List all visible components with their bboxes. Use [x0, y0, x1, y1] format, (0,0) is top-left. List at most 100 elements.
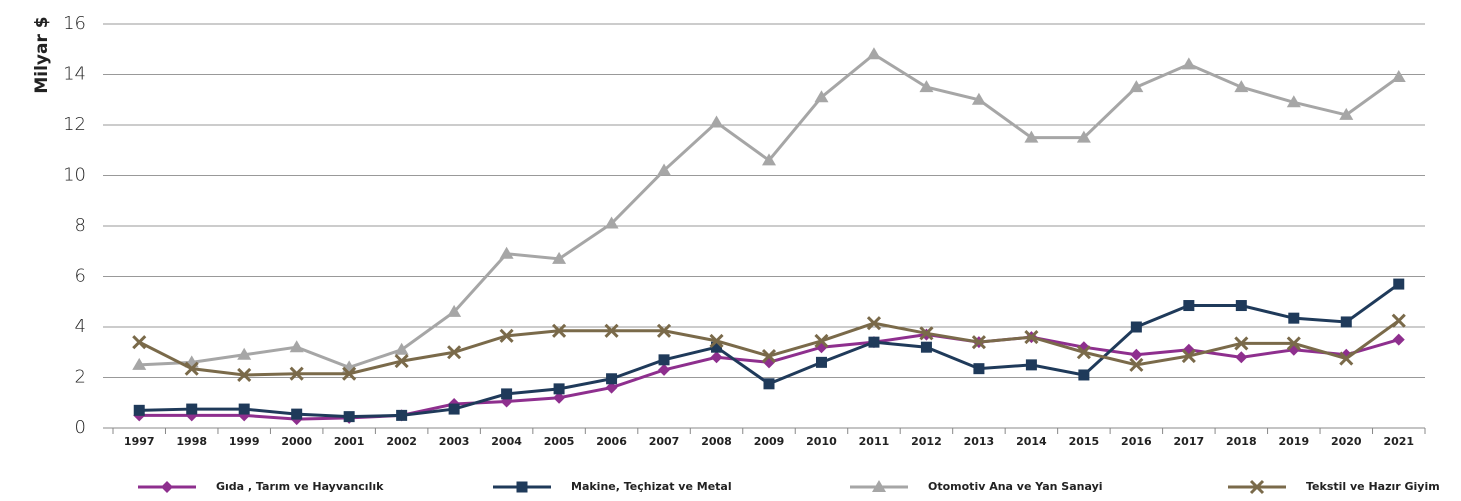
point — [396, 409, 408, 421]
point — [605, 381, 618, 394]
point — [237, 347, 252, 360]
point — [919, 326, 934, 341]
point — [1234, 336, 1249, 351]
point — [1130, 348, 1143, 361]
point — [1025, 359, 1037, 371]
x-tick-label: 2006 — [596, 435, 627, 448]
point — [501, 388, 513, 400]
x-tick-label: 1999 — [229, 435, 260, 448]
point — [1076, 130, 1091, 143]
point — [971, 92, 986, 105]
point — [1286, 336, 1301, 351]
series-line — [139, 52, 1400, 369]
point — [1393, 278, 1405, 290]
point — [1235, 351, 1248, 364]
point — [394, 342, 409, 355]
point — [343, 411, 355, 423]
legend-marker — [161, 481, 173, 493]
x-tick-label: 2012 — [911, 435, 942, 448]
point — [658, 363, 671, 376]
x-tick-label: 2013 — [964, 435, 995, 448]
x-tick-label: 2017 — [1174, 435, 1205, 448]
point — [814, 333, 829, 348]
y-tick-label: 0 — [75, 417, 86, 438]
y-tick-label: 16 — [63, 13, 86, 34]
point — [866, 47, 881, 60]
point — [133, 404, 145, 416]
point — [656, 323, 672, 338]
y-tick-label: 12 — [63, 114, 86, 135]
x-tick-label: 2007 — [649, 435, 680, 448]
y-tick-label: 10 — [63, 165, 86, 186]
series-line — [139, 333, 1400, 421]
point — [132, 335, 147, 350]
legend-label: Otomotiv Ana ve Yan Sanayi — [928, 480, 1103, 493]
point — [762, 153, 776, 166]
point — [604, 323, 619, 338]
point — [553, 383, 565, 395]
x-tick-label: 2016 — [1121, 435, 1152, 448]
y-tick-label: 14 — [63, 64, 86, 85]
point — [1130, 321, 1142, 333]
legend-label: Tekstil ve Hazır Giyim — [1306, 480, 1440, 493]
y-tick-label: 6 — [75, 266, 86, 287]
point — [291, 408, 303, 420]
legend-marker — [872, 480, 886, 492]
point — [1391, 70, 1406, 83]
x-tick-label: 1997 — [124, 435, 155, 448]
y-tick-label: 8 — [75, 215, 86, 236]
point — [1234, 80, 1249, 93]
point — [814, 90, 829, 103]
point — [342, 366, 357, 381]
y-axis-label: Milyar $ — [32, 16, 52, 93]
point — [711, 341, 723, 353]
point — [606, 373, 618, 385]
point — [447, 304, 462, 317]
x-tick-label: 2011 — [859, 435, 890, 448]
x-tick-label: 2020 — [1331, 435, 1362, 448]
point — [763, 378, 775, 390]
point — [289, 366, 304, 381]
point — [447, 345, 462, 360]
point — [710, 351, 723, 364]
point — [1024, 130, 1039, 143]
point — [1392, 333, 1405, 346]
x-tick-label: 2015 — [1069, 435, 1100, 448]
point — [1076, 345, 1091, 360]
point — [658, 354, 670, 366]
point — [1339, 107, 1354, 120]
x-tick-label: 2003 — [439, 435, 470, 448]
point — [1339, 351, 1354, 366]
point — [289, 340, 304, 353]
point — [186, 403, 198, 415]
point — [1024, 330, 1039, 345]
point — [709, 115, 724, 128]
point — [1078, 369, 1090, 381]
point — [866, 316, 882, 331]
y-tick-label: 4 — [75, 316, 86, 337]
point — [657, 163, 672, 176]
point — [552, 323, 567, 338]
legend-label: Makine, Teçhizat ve Metal — [571, 480, 732, 493]
point — [499, 328, 514, 343]
point — [868, 336, 880, 348]
point — [448, 403, 460, 415]
x-tick-label: 2014 — [1016, 435, 1047, 448]
legend-marker — [1249, 479, 1265, 495]
point — [132, 357, 147, 370]
x-tick-label: 2021 — [1383, 435, 1414, 448]
point — [815, 356, 827, 368]
point — [1129, 80, 1144, 93]
point — [1340, 316, 1352, 328]
legend-marker — [516, 481, 528, 493]
x-tick-label: 2010 — [806, 435, 837, 448]
point — [1183, 300, 1195, 312]
point — [184, 361, 199, 376]
legend-label: Gıda , Tarım ve Hayvancılık — [216, 480, 384, 493]
y-tick-label: 2 — [75, 367, 86, 388]
x-tick-label: 2005 — [544, 435, 575, 448]
point — [1181, 57, 1196, 70]
point — [709, 333, 724, 348]
point — [238, 403, 250, 415]
